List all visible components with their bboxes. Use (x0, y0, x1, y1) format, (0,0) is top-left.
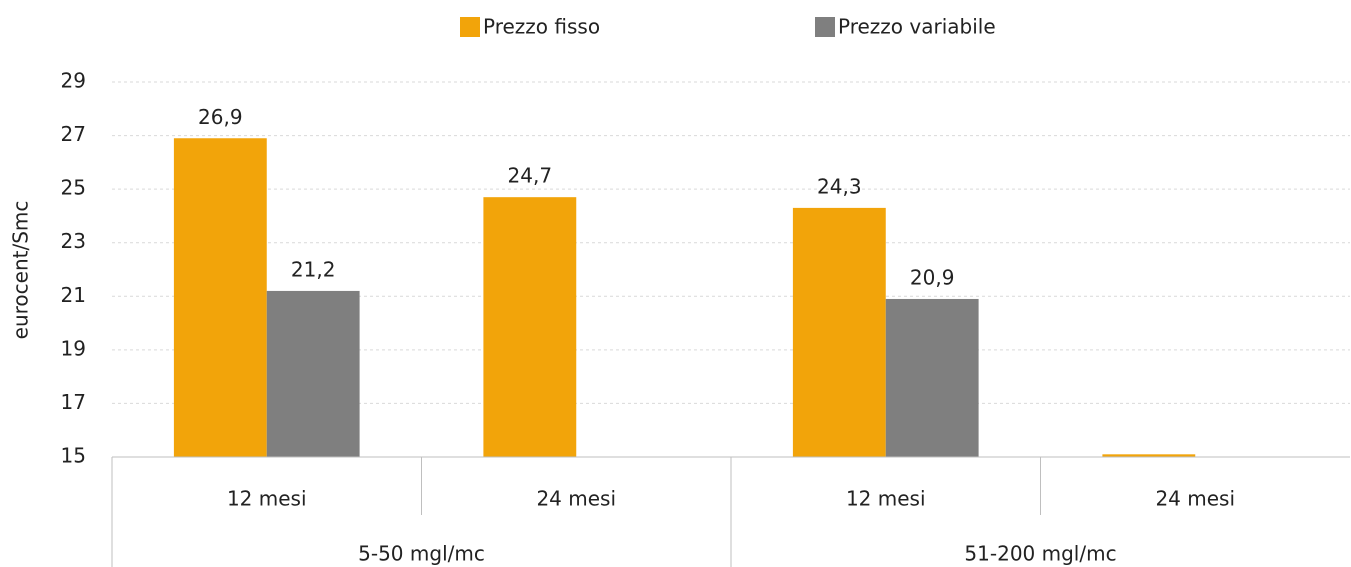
legend-label: Prezzo variabile (838, 15, 996, 39)
y-tick-label: 25 (61, 176, 86, 200)
group-label: 5-50 mgl/mc (358, 542, 485, 566)
value-label: 24,7 (508, 164, 553, 188)
y-tick-label: 15 (61, 444, 86, 468)
x-tick-label: 12 mesi (846, 487, 926, 511)
y-tick-label: 17 (61, 390, 86, 414)
x-tick-label: 24 mesi (1155, 487, 1235, 511)
value-label: 20,9 (910, 265, 955, 289)
y-axis-label: eurocent/Smc (9, 201, 33, 340)
bar (792, 207, 886, 457)
legend-swatch (460, 17, 480, 37)
legend-swatch (815, 17, 835, 37)
bar (173, 138, 267, 457)
y-tick-label: 23 (61, 229, 86, 253)
y-tick-label: 29 (61, 69, 86, 93)
value-label: 24,3 (817, 174, 862, 198)
y-tick-label: 27 (61, 122, 86, 146)
y-tick-label: 19 (61, 336, 86, 360)
value-label: 21,2 (291, 257, 336, 281)
bar (1102, 454, 1196, 457)
y-tick-label: 21 (61, 283, 86, 307)
legend-label: Prezzo fisso (483, 15, 600, 39)
x-tick-label: 24 mesi (536, 487, 616, 511)
bar (483, 197, 577, 457)
bar (885, 298, 979, 457)
x-tick-label: 12 mesi (227, 487, 307, 511)
group-label: 51-200 mgl/mc (964, 542, 1116, 566)
value-label: 26,9 (198, 105, 243, 129)
bar (266, 290, 360, 457)
